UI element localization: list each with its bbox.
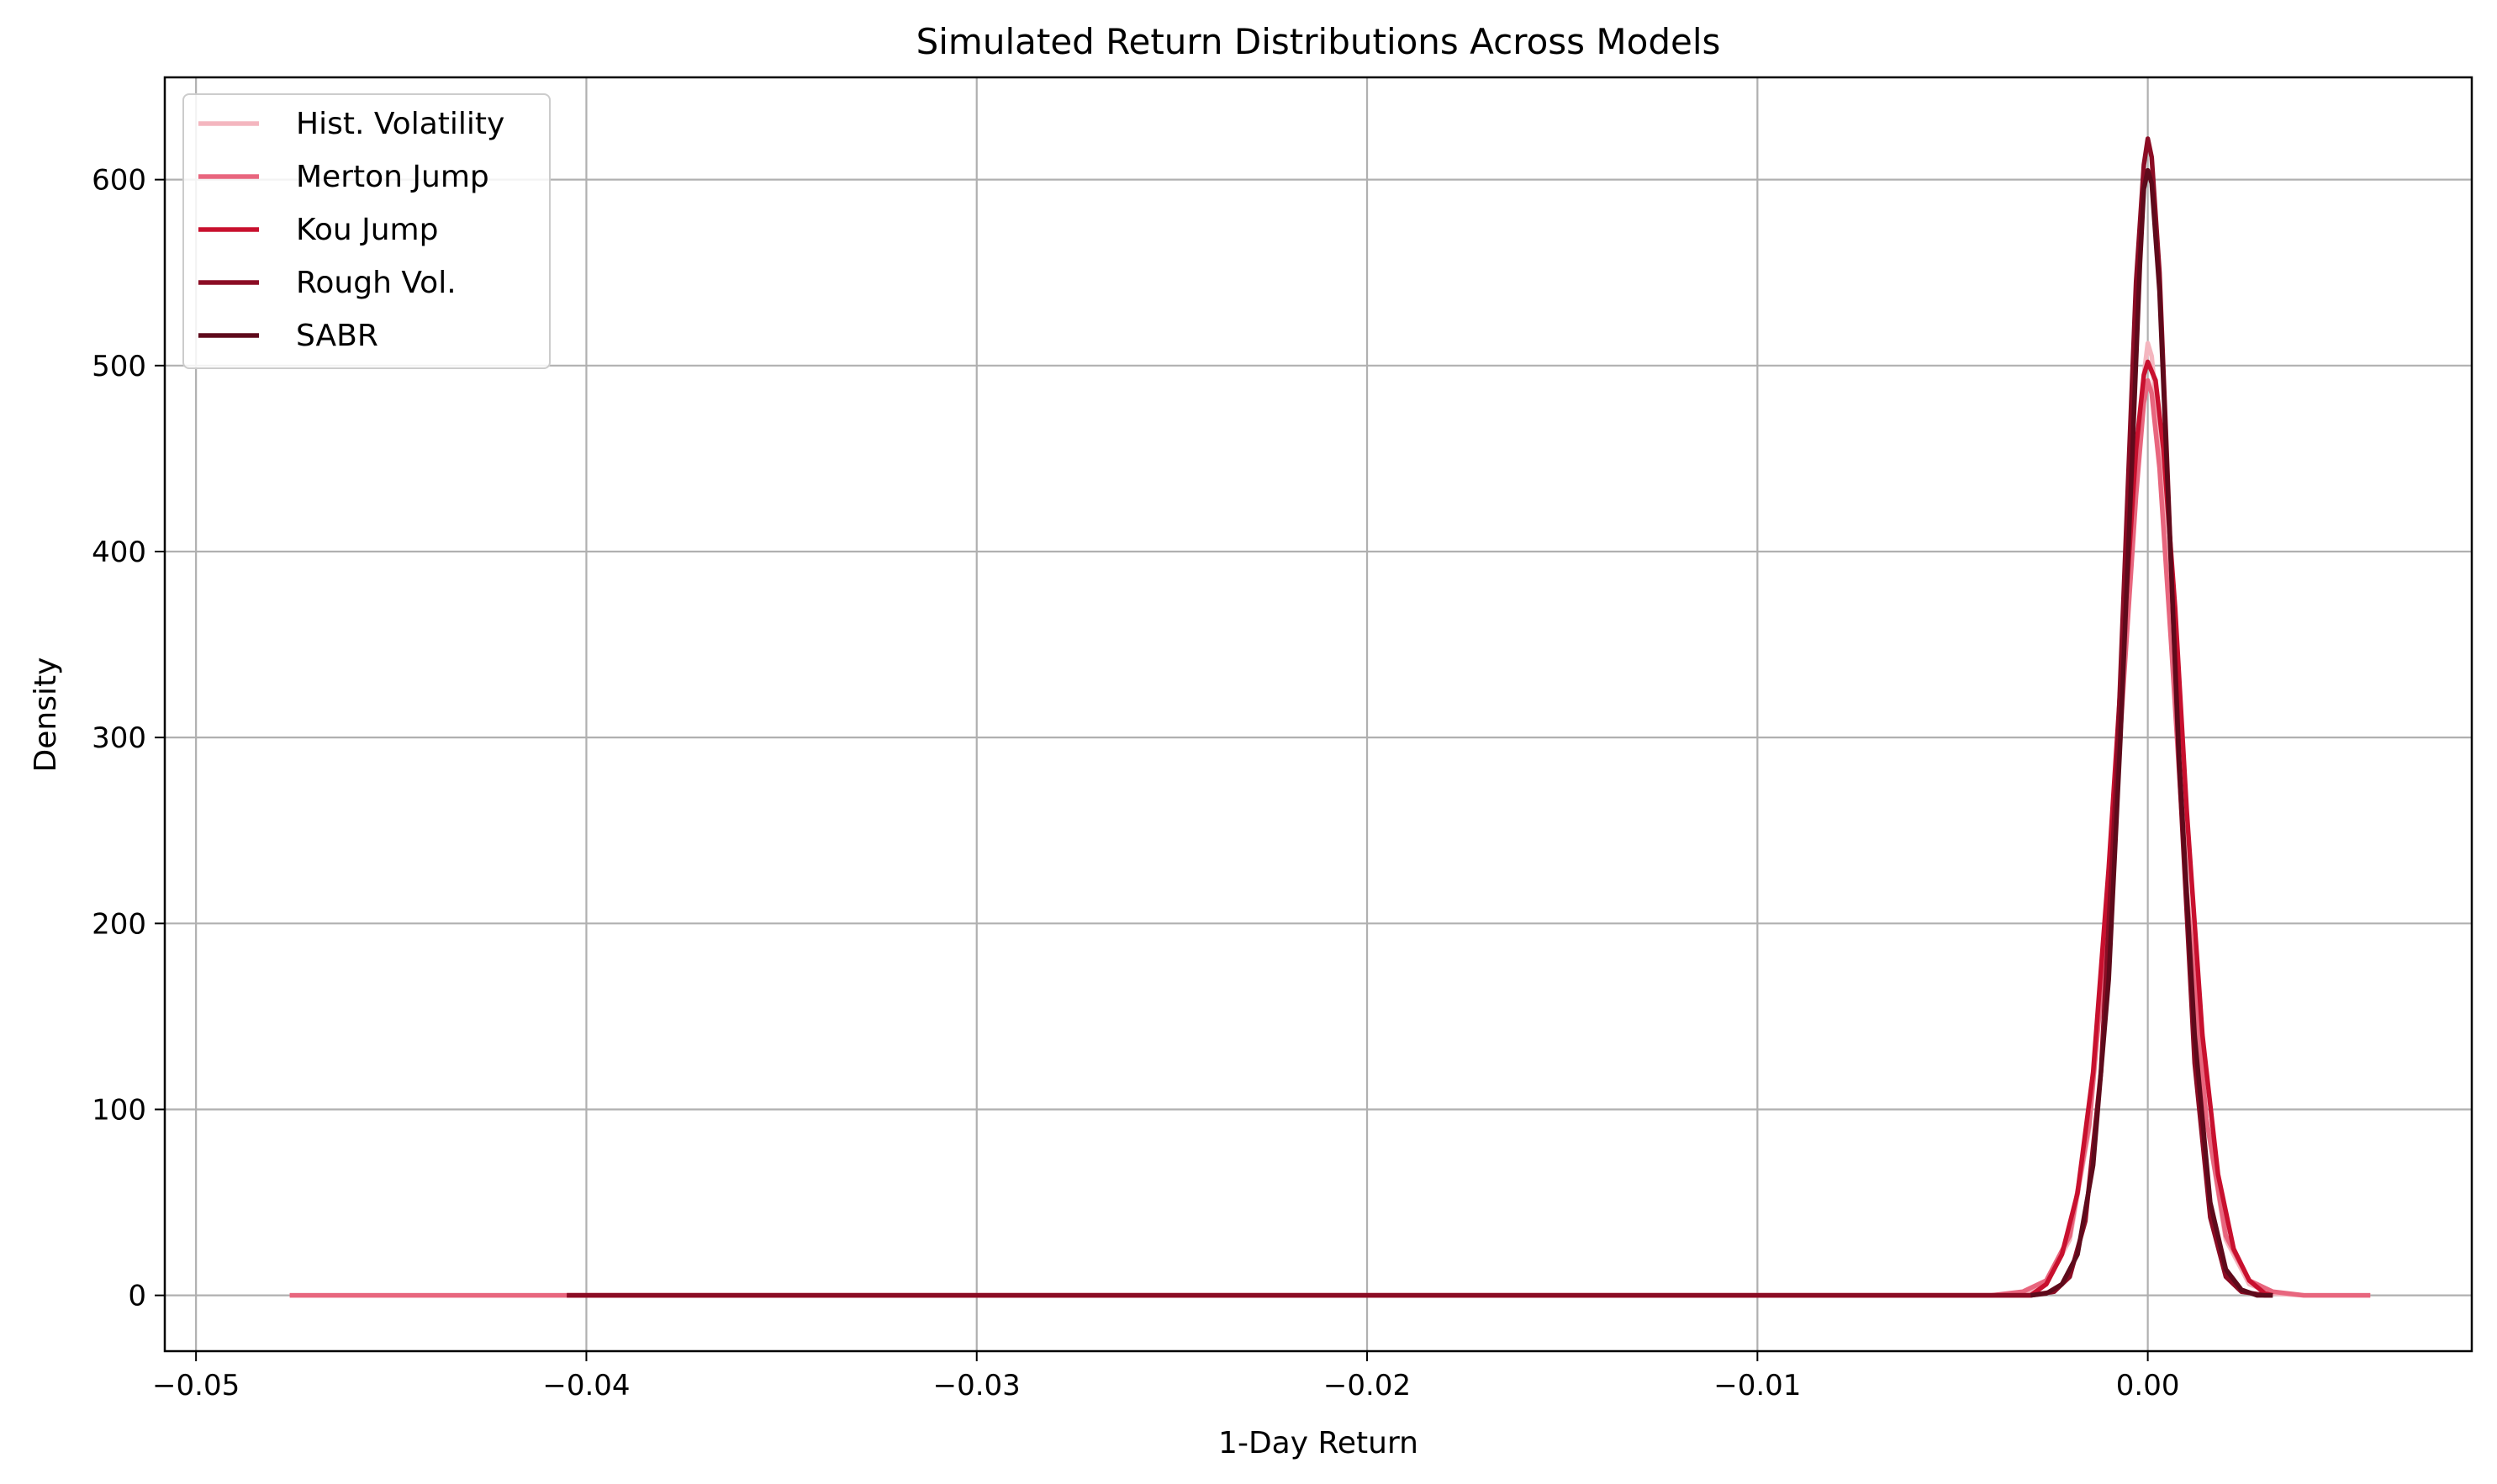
legend-label: SABR	[296, 319, 378, 353]
x-axis-label: 1-Day Return	[1218, 1426, 1418, 1460]
chart-title: Simulated Return Distributions Across Mo…	[916, 21, 1721, 62]
plot-frame	[163, 76, 2473, 1353]
series-layer	[289, 136, 2371, 1298]
series-line-kou-jump	[567, 359, 2273, 1298]
x-tick-label: −0.03	[933, 1369, 1021, 1402]
y-tick-label: 300	[92, 721, 146, 755]
y-tick-label: 100	[92, 1093, 146, 1127]
x-tick-label: 0.00	[2116, 1369, 2180, 1402]
series-line-sabr	[2030, 167, 2273, 1298]
x-tick-label: −0.05	[152, 1369, 240, 1402]
legend-label: Kou Jump	[296, 213, 438, 247]
y-tick-label: 500	[92, 350, 146, 383]
legend: Hist. Volatility Merton Jump Kou Jump Rough…	[182, 93, 551, 369]
legend-box	[182, 93, 551, 369]
x-tick-label: −0.04	[542, 1369, 630, 1402]
y-tick-label: 400	[92, 536, 146, 569]
legend-label: Merton Jump	[296, 160, 489, 194]
legend-label: Rough Vol.	[296, 266, 457, 300]
y-tick-label: 600	[92, 164, 146, 198]
x-tick-label: −0.01	[1713, 1369, 1801, 1402]
y-axis-label: Density	[29, 658, 63, 773]
grid-layer	[165, 77, 2472, 1351]
y-tick-label: 200	[92, 907, 146, 941]
legend-label: Hist. Volatility	[296, 107, 504, 141]
x-tick-label: −0.02	[1323, 1369, 1411, 1402]
tick-layer: −0.05 −0.04 −0.03 −0.02 −0.01 0.00 0 100 200 300 4…	[92, 164, 2179, 1402]
y-tick-label: 0	[128, 1280, 146, 1313]
